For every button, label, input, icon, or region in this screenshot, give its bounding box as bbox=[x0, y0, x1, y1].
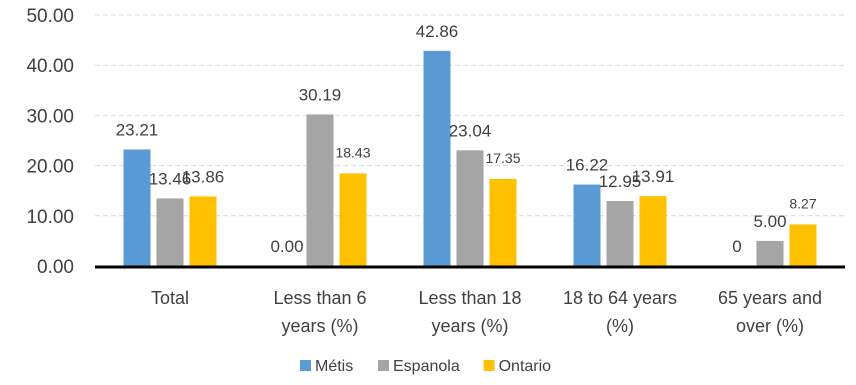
bar bbox=[573, 184, 601, 266]
x-tick-label: years (%) bbox=[431, 316, 508, 336]
x-tick-label: Less than 18 bbox=[418, 288, 521, 308]
data-label: 30.19 bbox=[299, 85, 342, 104]
data-label: 13.91 bbox=[632, 167, 675, 186]
bar bbox=[423, 50, 451, 266]
bar bbox=[123, 149, 151, 266]
bar bbox=[489, 178, 517, 266]
bar bbox=[156, 198, 184, 266]
y-tick-label: 0.00 bbox=[37, 257, 74, 278]
legend-swatch bbox=[483, 360, 495, 371]
legend-swatch bbox=[300, 360, 311, 371]
data-label: 23.04 bbox=[449, 121, 492, 140]
bar bbox=[456, 150, 484, 266]
bar bbox=[606, 200, 634, 266]
bar bbox=[756, 240, 784, 266]
bar bbox=[306, 114, 334, 266]
y-tick-label: 30.00 bbox=[26, 106, 74, 127]
data-label: 8.27 bbox=[789, 195, 816, 211]
bar bbox=[639, 196, 667, 266]
data-label: 0 bbox=[732, 237, 741, 256]
legend-label: Espanola bbox=[393, 358, 460, 375]
data-label: 12.95 bbox=[599, 172, 642, 191]
data-label: 18.43 bbox=[335, 144, 370, 160]
data-label: 13.86 bbox=[182, 167, 225, 186]
bar bbox=[789, 224, 817, 266]
legend-swatch bbox=[378, 360, 389, 371]
data-label: 5.00 bbox=[753, 212, 786, 231]
x-tick-label: (%) bbox=[606, 316, 634, 336]
y-tick-label: 10.00 bbox=[26, 207, 74, 228]
y-tick-label: 20.00 bbox=[26, 157, 74, 178]
bar bbox=[189, 196, 217, 266]
data-label: 0.00 bbox=[270, 237, 303, 256]
y-tick-label: 40.00 bbox=[26, 56, 74, 77]
x-axis: Total Less than 6 years (%) Less than 18 yea… bbox=[151, 288, 822, 336]
x-tick-label: 65 years and bbox=[718, 288, 822, 308]
gridlines bbox=[95, 14, 845, 217]
data-label: 16.22 bbox=[566, 156, 609, 175]
y-tick-label: 50.00 bbox=[26, 6, 74, 27]
x-tick-label: Less than 6 bbox=[273, 288, 366, 308]
legend: Métis Espanola Ontario bbox=[300, 358, 551, 375]
data-label: 42.86 bbox=[416, 22, 459, 41]
x-tick-label: Total bbox=[151, 288, 189, 308]
data-label: 13.46 bbox=[149, 169, 192, 188]
legend-label: Ontario bbox=[499, 358, 552, 375]
bar-series bbox=[123, 50, 817, 266]
legend-label: Métis bbox=[315, 358, 353, 375]
data-label: 23.21 bbox=[116, 120, 159, 139]
bar bbox=[339, 173, 367, 266]
x-tick-label: years (%) bbox=[281, 316, 358, 336]
data-label: 17.35 bbox=[485, 150, 520, 166]
x-tick-label: over (%) bbox=[736, 316, 804, 336]
y-axis: 0.00 10.00 20.00 30.00 40.00 50.00 bbox=[26, 6, 74, 278]
x-tick-label: 18 to 64 years bbox=[563, 288, 677, 308]
